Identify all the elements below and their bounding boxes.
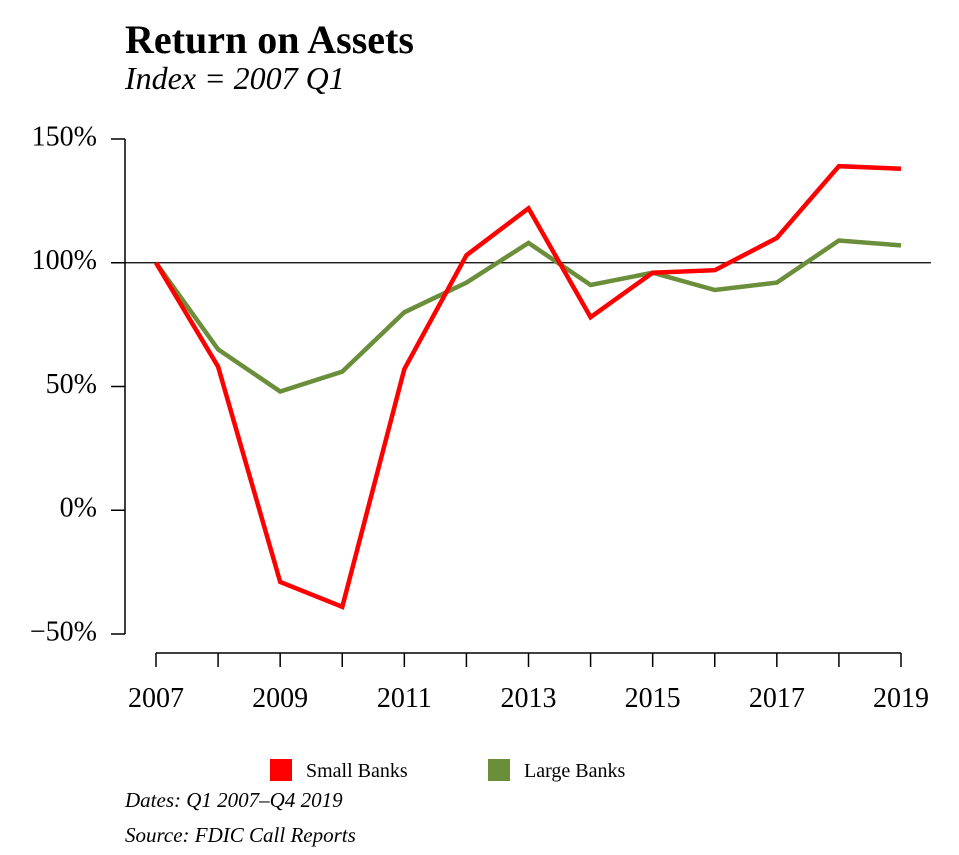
x-tick-label: 2015 (625, 683, 681, 714)
series-group (154, 163, 902, 610)
legend-label-large-banks: Large Banks (524, 760, 625, 782)
series-line-large-banks (154, 238, 902, 394)
axes: 150% 100% 50% 0% −50% 2007 2009 2011 2013 2015 201… (30, 121, 929, 714)
x-tick-label: 2019 (873, 683, 929, 714)
x-tick-label: 2007 (128, 683, 184, 714)
source-note: Source: FDIC Call Reports (125, 823, 356, 847)
x-tick-label: 2017 (749, 683, 805, 714)
y-tick-label: 0% (60, 493, 97, 524)
legend-swatch-small-banks (270, 759, 292, 781)
y-tick-label: 50% (46, 369, 97, 400)
legend-swatch-large-banks (488, 759, 510, 781)
x-tick-label: 2013 (501, 683, 557, 714)
legend: Small Banks Large Banks (270, 759, 625, 782)
y-tick-label: −50% (30, 616, 97, 647)
x-tick-label: 2011 (377, 683, 432, 714)
y-tick-label: 150% (32, 121, 97, 152)
legend-label-small-banks: Small Banks (306, 760, 408, 782)
chart-title: Return on Assets (125, 17, 414, 62)
x-tick-label: 2009 (252, 683, 308, 714)
series-line-small-banks (154, 163, 902, 610)
y-tick-label: 100% (32, 245, 97, 276)
chart-subtitle: Index = 2007 Q1 (125, 60, 345, 96)
dates-note: Dates: Q1 2007–Q4 2019 (125, 788, 343, 812)
